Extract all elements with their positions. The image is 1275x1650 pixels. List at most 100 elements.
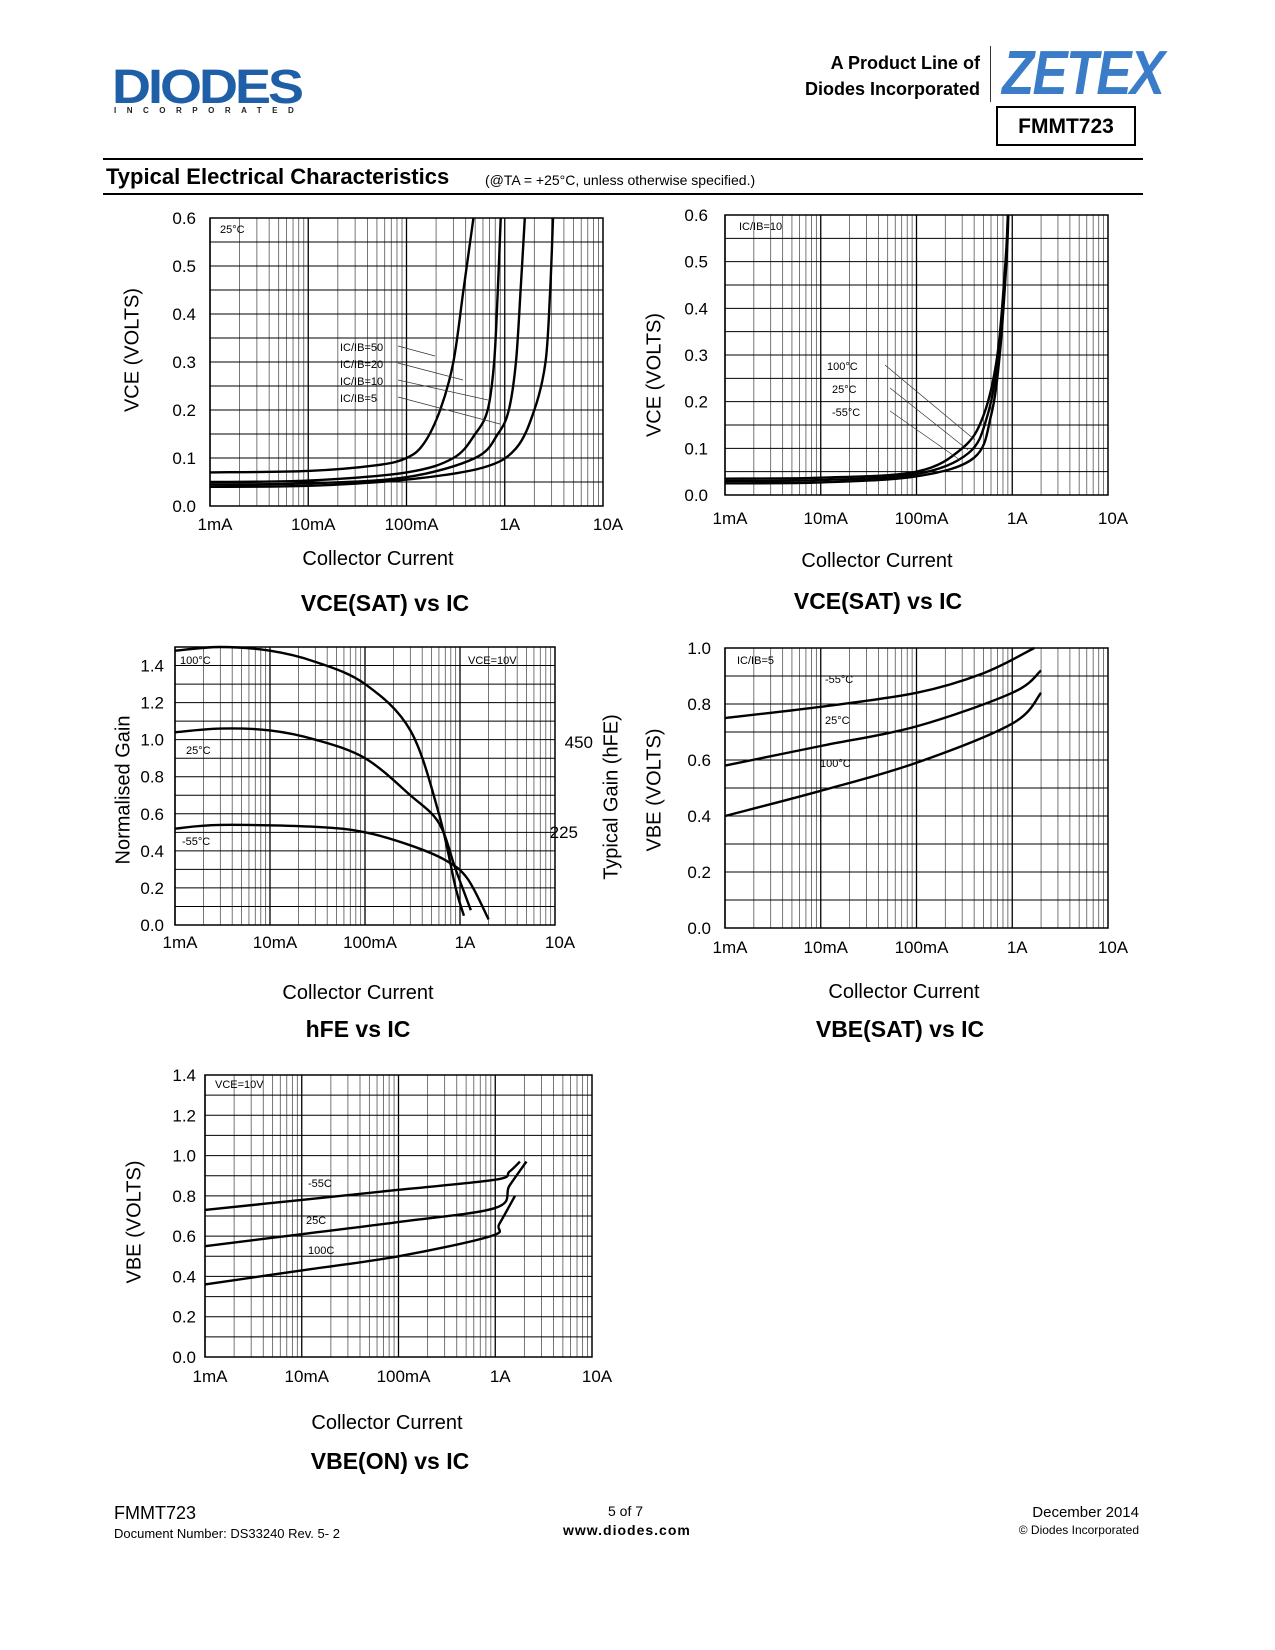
x-tick-label: 1mA: [193, 1367, 229, 1386]
plot-frame: [724, 647, 1109, 929]
section-note: (@TA = +25°C, unless otherwise specified…: [485, 172, 756, 188]
product-line-2: Diodes Incorporated: [804, 79, 980, 99]
series-line-3: [209, 217, 527, 486]
label-leader: [397, 345, 436, 357]
footer-page: 5 of 7: [608, 1503, 644, 1519]
x-tick-label: 10A: [1098, 509, 1129, 528]
y-tick-label: 0.4: [684, 299, 708, 318]
y-tick-label: 1.0: [687, 639, 711, 658]
series-line-3: [204, 1195, 517, 1286]
y-tick-label: 0.5: [684, 253, 708, 272]
chart-1: IC/IB=50 IC/IB=20 IC/IB=10 IC/IB=5 25°C 1mA 10…: [172, 209, 623, 534]
series-label: 100°C: [820, 758, 851, 770]
y-tick-label: 1.0: [140, 731, 164, 750]
y-tick-label: 0.0: [687, 919, 711, 938]
label-leader: [884, 364, 976, 441]
series-label: 25C: [306, 1215, 326, 1227]
label-leader: [397, 362, 464, 381]
diodes-logo-subtitle: INCORPORATED: [114, 106, 305, 115]
series-label: 25°C: [186, 745, 211, 757]
y-tick-label: 0.8: [172, 1187, 196, 1206]
x-tick-label: 10mA: [804, 938, 849, 957]
x-tick-label: 10mA: [291, 515, 336, 534]
x-tick-label: 10A: [1098, 938, 1129, 957]
x-tick-label: 100mA: [895, 938, 950, 957]
y-tick-label: 0.8: [687, 695, 711, 714]
plot-frame: [209, 217, 604, 507]
plot-frame: [174, 646, 556, 926]
y2-tick-label: 450: [565, 733, 593, 752]
y-tick-label: 0.2: [684, 393, 708, 412]
series-label: 25°C: [832, 384, 857, 396]
label-leader: [397, 379, 489, 401]
y-tick-label: 0.2: [172, 1308, 196, 1327]
x-tick-label: 10mA: [253, 933, 298, 952]
series-line-2: [209, 217, 502, 484]
series-line-2: [204, 1160, 528, 1248]
y-tick-label: 0.3: [684, 346, 708, 365]
chart-5: -55C 25C 100C VCE=10V 1mA 10mA 100mA 1A 10A 0.0 0.…: [172, 1066, 612, 1386]
footer-website[interactable]: www.diodes.com: [563, 1522, 691, 1538]
label-leader: [889, 387, 969, 451]
x-tick-label: 10A: [582, 1367, 613, 1386]
series-label: IC/IB=20: [340, 359, 383, 371]
y-tick-label: 0.1: [684, 439, 708, 458]
plot-frame: [204, 1074, 593, 1358]
diodes-logo: DIODES: [112, 60, 304, 114]
series-line-1: [204, 1160, 521, 1212]
y-tick-label: 0.4: [172, 305, 196, 324]
x-tick-label: 1mA: [713, 509, 749, 528]
header-rule: [103, 158, 1143, 160]
y-tick-label: 0.0: [172, 497, 196, 516]
part-number-box: FMMT723: [996, 106, 1136, 146]
chart-2: 100°C 25°C -55°C IC/IB=10 1mA 10mA 100mA 1A 10A 0…: [684, 206, 1128, 528]
x-tick-label: 100mA: [895, 509, 950, 528]
y-tick-label: 0.2: [687, 863, 711, 882]
label-leader: [889, 410, 961, 461]
y-tick-label: 0.4: [172, 1267, 196, 1286]
series-line-3: [724, 214, 1010, 485]
y-tick-label: 1.4: [172, 1066, 196, 1085]
y-tick-label: 0.6: [687, 751, 711, 770]
series-line-3: [724, 691, 1043, 818]
condition-label: VCE=10V: [215, 1079, 264, 1091]
series-label: -55C: [308, 1178, 332, 1190]
footer-copyright: © Diodes Incorporated: [1018, 1523, 1139, 1537]
label-leader: [397, 396, 501, 425]
x-axis-label: Collector Current: [801, 550, 953, 572]
series-line-2: [174, 727, 472, 911]
chart-title: VCE(SAT) vs IC: [793, 588, 963, 614]
y-tick-label: 0.6: [140, 805, 164, 824]
x-tick-label: 1mA: [163, 933, 199, 952]
y-tick-label: 1.4: [140, 657, 164, 676]
x-tick-label: 1A: [1007, 938, 1028, 957]
series-line-3: [174, 823, 490, 920]
x-tick-label: 1mA: [713, 938, 749, 957]
chart-3: 100°C 25°C -55°C VCE=10V 1mA 10mA 100mA 1A 10A 0.…: [140, 645, 593, 952]
y-tick-label: 0.1: [172, 449, 196, 468]
x-tick-label: 1mA: [198, 515, 234, 534]
product-line-1: A Product Line of: [830, 53, 980, 73]
x-tick-label: 1A: [499, 515, 520, 534]
y-tick-label: 0.2: [140, 879, 164, 898]
series-label: -55°C: [182, 836, 210, 848]
y-tick-label: 0.2: [172, 401, 196, 420]
y-tick-label: 1.2: [140, 694, 164, 713]
y-tick-label: 0.6: [172, 209, 196, 228]
product-line-text: A Product Line of Diodes Incorporated: [805, 50, 980, 102]
series-label: IC/IB=50: [340, 342, 383, 354]
series-line-1: [209, 217, 475, 474]
x-tick-label: 1A: [1007, 509, 1028, 528]
y-tick-label: 0.3: [172, 353, 196, 372]
chart-title: VBE(ON) vs IC: [310, 1448, 470, 1474]
series-label: 25°C: [825, 715, 850, 727]
footer-date: December 2014: [1032, 1504, 1139, 1521]
header-divider: [990, 46, 991, 102]
y-tick-label: 0.0: [140, 916, 164, 935]
series-line-4: [209, 217, 555, 488]
x-tick-label: 100mA: [385, 515, 440, 534]
zetex-logo: ZETEX: [1002, 39, 1165, 108]
series-label: -55°C: [825, 674, 853, 686]
chart-title: hFE vs IC: [305, 1016, 411, 1042]
